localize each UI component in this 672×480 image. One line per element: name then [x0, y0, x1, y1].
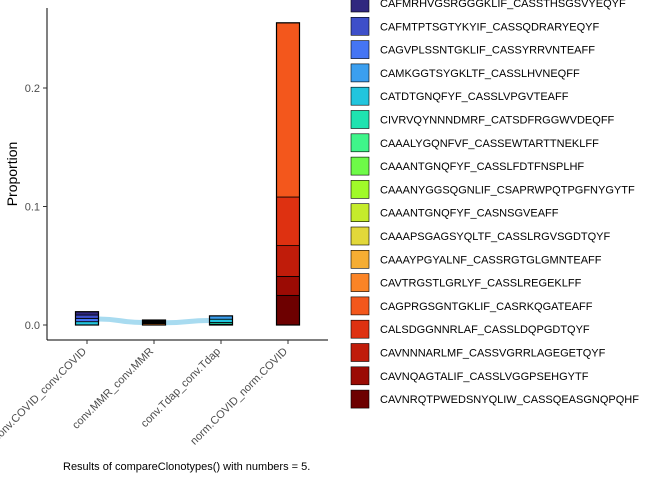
legend-swatch	[350, 319, 370, 339]
legend-label: CAAANTGNQFYF_CASSLFDTFNSPLHF	[380, 161, 584, 173]
legend-swatch	[350, 86, 370, 106]
y-tick-label: 0.2	[25, 83, 40, 95]
bar-segment	[209, 318, 233, 323]
bar-outline	[275, 22, 301, 326]
legend-swatch	[350, 273, 370, 292]
legend-swatch	[350, 366, 370, 386]
legend-swatch	[350, 40, 370, 59]
bar-segment	[276, 196, 300, 247]
flow-band	[165, 317, 210, 326]
legend-swatch	[350, 296, 370, 316]
legend-swatch	[350, 226, 370, 246]
legend-swatch	[350, 16, 370, 36]
legend-label: CAAAYPGYALNF_CASSRGTGLGMNTEAFF	[380, 254, 602, 266]
bar-segment	[75, 317, 99, 323]
bar-segment	[276, 245, 300, 277]
legend-label: CAGVPLSSNTGKLIF_CASSYRRVNTEAFF	[380, 45, 595, 57]
bar-outline	[141, 319, 167, 326]
legend-label: CAAALYGQNFVF_CASSEWTARTTNEKLFF	[380, 138, 599, 150]
legend: CAFMRHVGSRGGGKLIF_CASSTHSGSVYEQYF CAFMTPT…	[350, 0, 639, 409]
y-tick-label: 0.1	[25, 202, 40, 214]
bar-segment	[276, 276, 300, 296]
y-tick-label: 0.0	[25, 320, 40, 332]
legend-label: CAGPRGSGNTGKLIF_CASRKQGATEAFF	[380, 301, 593, 313]
bar-segment	[75, 314, 99, 319]
bar-segment	[276, 294, 300, 326]
legend-label: CAVNQAGTALIF_CASSLVGGPSEHGYTF	[380, 371, 589, 383]
bar-outline	[208, 315, 234, 326]
legend-label: CAFMRHVGSRGGGKLIF_CASSTHSGSVYEQYF	[380, 0, 626, 10]
legend-label: CAMKGGTSYGKLTF_CASSLHVNEQFF	[380, 68, 580, 80]
legend-label: CAAANTGNQFYF_CASNSGVEAFF	[380, 208, 559, 220]
legend-label: CAVNNNARLMF_CASSVGRRLAGEGETQYF	[380, 348, 606, 360]
legend-label: CAFMTPTSGTYKYIF_CASSQDRARYEQYF	[380, 21, 600, 33]
legend-swatch	[350, 343, 370, 362]
legend-label: CALSDGGNNRLAF_CASSLDQPGDTQYF	[380, 324, 590, 336]
legend-swatch	[350, 133, 370, 153]
legend-swatch	[350, 110, 370, 129]
stacked-bars	[74, 22, 301, 326]
caption: Results of compareClonotypes() with numb…	[63, 461, 310, 473]
legend-swatch	[350, 203, 370, 222]
legend-label: CAVTRGSTLGRLYF_CASSLREGEKLFF	[380, 278, 582, 290]
y-axis-title: Proportion	[4, 142, 20, 207]
legend-swatch	[350, 0, 370, 13]
legend-label: CATDTGNQFYF_CASSLVPGVTEAFF	[380, 91, 569, 103]
alluvial-flows	[98, 316, 210, 326]
legend-swatch	[350, 63, 370, 83]
legend-swatch	[350, 180, 370, 199]
legend-label: CAAAPSGAGSYQLTF_CASSLRGVSGDTQYF	[380, 231, 611, 243]
bar-outline	[74, 311, 100, 326]
legend-swatch	[350, 250, 370, 269]
legend-swatch	[350, 156, 370, 176]
legend-label: CAVNRQTPWEDSNYQLIW_CASSQEASGNQPQHF	[380, 394, 639, 406]
legend-label: CIVRVQYNNNDMRF_CATSDFRGGWVDEQFF	[380, 115, 615, 127]
legend-label: CAAANYGGSQGNLIF_CSAPRWPQTPGFNYGYTF	[380, 184, 635, 196]
legend-swatch	[350, 389, 370, 409]
flow-band	[98, 316, 143, 326]
bar-segment	[276, 22, 300, 198]
